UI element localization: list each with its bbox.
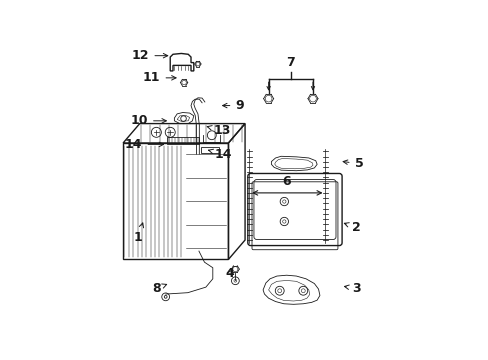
- Text: 2: 2: [344, 221, 360, 234]
- Text: 14: 14: [125, 138, 163, 151]
- Text: 9: 9: [222, 99, 244, 112]
- Text: 3: 3: [344, 282, 360, 295]
- Text: 14: 14: [208, 148, 232, 161]
- Text: 12: 12: [132, 49, 167, 62]
- Text: 10: 10: [130, 114, 166, 127]
- Bar: [200, 147, 218, 153]
- Text: 7: 7: [286, 56, 295, 69]
- Text: 1: 1: [134, 223, 143, 244]
- Text: 4: 4: [225, 267, 234, 280]
- Bar: [167, 136, 199, 144]
- Text: 13: 13: [207, 124, 230, 137]
- Text: 5: 5: [343, 157, 363, 170]
- Text: 6: 6: [282, 175, 290, 188]
- Text: 11: 11: [142, 71, 176, 84]
- Text: 8: 8: [152, 282, 166, 295]
